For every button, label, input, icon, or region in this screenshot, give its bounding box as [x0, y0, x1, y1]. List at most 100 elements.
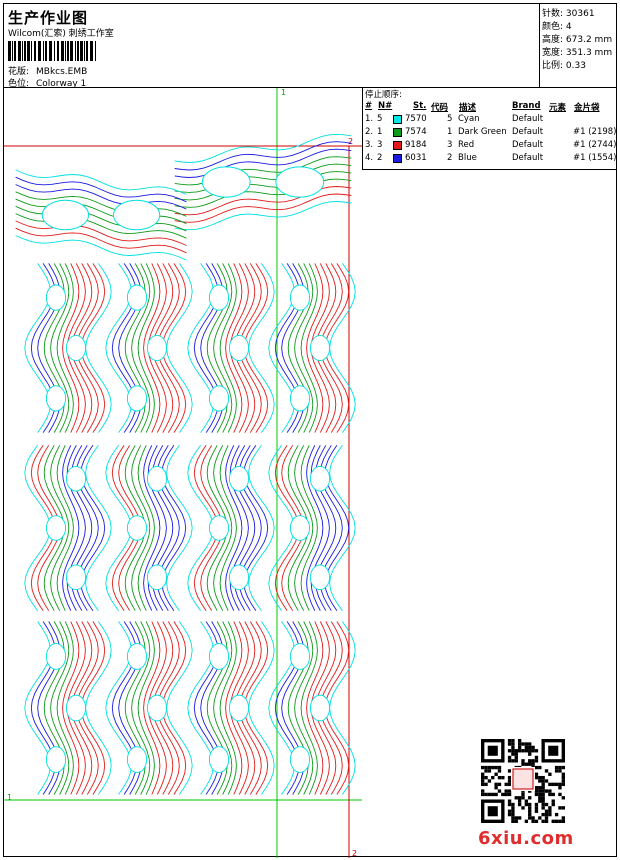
wave-stitch-line [85, 445, 112, 611]
tile-opening [45, 746, 67, 773]
row-brand: Default [512, 127, 544, 137]
wave-stitch-line [131, 263, 151, 433]
tile-opening [126, 284, 148, 311]
row-stitch-code: 7574 [405, 127, 427, 137]
tile-opening [146, 465, 168, 492]
tile-opening [146, 334, 168, 362]
mask-stitch-line [15, 213, 187, 239]
guide-marker-left: 1 [7, 793, 12, 802]
tile-opening [126, 515, 148, 541]
wave-stitch-line [50, 445, 70, 611]
wave-stitch-line [56, 621, 74, 795]
spec-scale: 比例: 0.33 [542, 61, 586, 71]
mask-eye-opening [41, 199, 89, 231]
col-index: # [365, 101, 373, 111]
row-brand: Default [512, 114, 544, 124]
design-file: MBkcs.EMB [36, 67, 88, 77]
row-sequin: #1 (2198) [573, 127, 617, 137]
tile-opening [289, 284, 311, 311]
mask-stitch-line [15, 176, 187, 203]
mask-stitch-line [174, 163, 352, 193]
mask-stitch-line [15, 205, 187, 232]
tile-opening [126, 746, 148, 773]
tile-opening [65, 334, 87, 362]
mask-stitch-line [15, 227, 187, 254]
watermark-logo: 6xiu.com [478, 828, 574, 849]
tile-opening [309, 694, 331, 722]
tile-opening [45, 284, 67, 311]
wave-stitch-line [56, 445, 74, 611]
wave-stitch-line [137, 445, 155, 611]
table-row: 2. 1 7574 1 Dark Green Default #1 (2198) [363, 127, 617, 139]
specs-panel: 针数: 30361 颜色: 4 高度: 673.2 mm 宽度: 351.3 m… [540, 4, 616, 88]
tile-opening [65, 564, 87, 591]
col-desc: 描述 [459, 103, 477, 113]
design-label: 花版: [8, 67, 30, 77]
row-needle: 1 [377, 127, 383, 137]
wave-stitch-line [300, 621, 318, 795]
wave-stitch-line [131, 621, 151, 795]
design-file-line: 花版: MBkcs.EMB [8, 64, 87, 77]
col-needle: N# [378, 101, 393, 111]
wave-stitch-line [300, 445, 318, 611]
row-description: Red [458, 140, 475, 150]
wave-stitch-line [62, 621, 80, 795]
tile-opening [126, 385, 148, 412]
row-code: 2 [447, 153, 453, 163]
wave-stitch-line [161, 445, 187, 611]
wave-stitch-line [225, 445, 243, 611]
wave-stitch-line [56, 263, 74, 433]
stop-sequence-table: 停止顺序: # N# St. 代码 描述 Brand 元素 金片袋 1. 5 757… [362, 88, 617, 170]
wave-stitch-line [80, 445, 106, 611]
col-stitch: St. [413, 101, 427, 111]
table-row: 4. 2 6031 2 Blue Default #1 (1554) [363, 153, 617, 165]
row-needle: 5 [377, 114, 383, 124]
wave-stitch-line [294, 621, 314, 795]
mask-stitch-line [15, 184, 187, 210]
tile-opening [309, 334, 331, 362]
wave-stitch-line [219, 263, 237, 433]
row-index: 2. [365, 127, 374, 137]
mask-stitch-line [15, 191, 187, 217]
row-description: Blue [458, 153, 477, 163]
row-sequin: #1 (1554) [573, 153, 617, 163]
row-needle: 3 [377, 140, 383, 150]
row-needle: 2 [377, 153, 383, 163]
mask-eye-opening [201, 166, 251, 198]
tile-opening [208, 643, 230, 670]
barcode-icon [8, 41, 96, 61]
tile-opening [45, 515, 67, 541]
mask-stitch-line [174, 141, 352, 171]
row-sequin: #1 (2744) [573, 140, 617, 150]
row-description: Cyan [458, 114, 480, 124]
wave-stitch-line [306, 445, 324, 611]
wave-stitch-line [248, 445, 275, 611]
row-stitch-code: 7570 [405, 114, 427, 124]
tile-opening [228, 694, 250, 722]
page-border [3, 3, 617, 857]
mask-stitch-line [15, 235, 187, 261]
wave-stitch-line [294, 445, 314, 611]
wave-stitch-line [243, 445, 269, 611]
qr-code-icon [481, 739, 565, 823]
tile-opening [208, 284, 230, 311]
row-index: 3. [365, 140, 374, 150]
row-code: 1 [447, 127, 453, 137]
wave-stitch-line [324, 445, 350, 611]
row-index: 4. [365, 153, 374, 163]
row-stitch-code: 9184 [405, 140, 427, 150]
wave-stitch-line [213, 445, 233, 611]
wave-stitch-line [219, 621, 237, 795]
color-swatch [393, 115, 402, 124]
wave-stitch-line [213, 621, 233, 795]
wave-stitch-line [306, 621, 324, 795]
wave-stitch-line [166, 445, 193, 611]
mask-stitch-line [15, 169, 187, 195]
tile-opening [228, 564, 250, 591]
wave-stitch-line [219, 445, 237, 611]
wave-stitch-line [300, 263, 318, 433]
colorway-line: 色位: Colorway 1 [8, 76, 86, 89]
table-row: 1. 5 7570 5 Cyan Default [363, 114, 617, 126]
embroidery-design-preview: 1 2 1 2 [4, 88, 362, 858]
